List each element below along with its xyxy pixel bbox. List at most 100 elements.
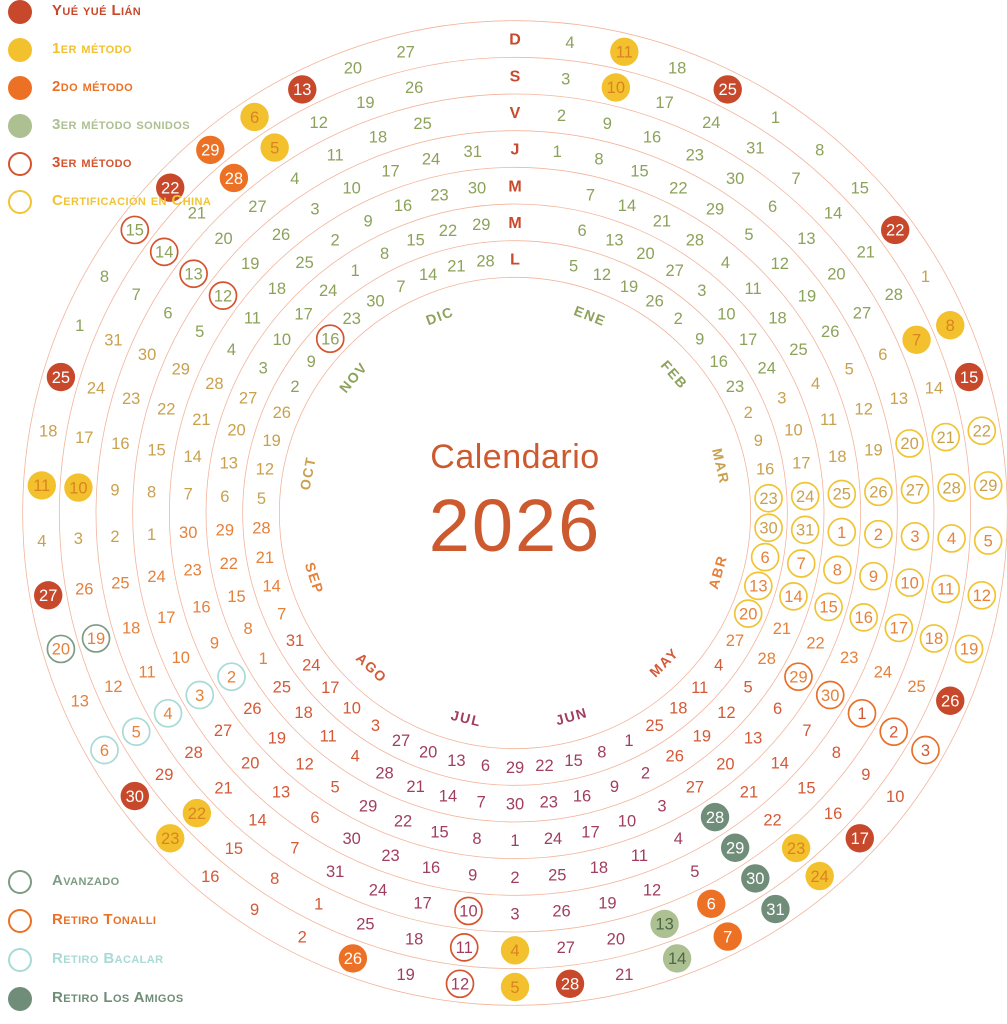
- calendar-day: 28: [252, 520, 270, 538]
- calendar-day: 31: [766, 901, 784, 919]
- calendar-day: 26: [344, 950, 362, 968]
- calendar-day: 31: [796, 522, 814, 540]
- month-label: MAR: [709, 447, 733, 486]
- event-day-marker: [315, 324, 345, 354]
- calendar-day: 12: [771, 255, 789, 273]
- event-day-marker: [864, 477, 893, 507]
- event-day-marker: [179, 259, 208, 289]
- calendar-day: 30: [138, 346, 156, 364]
- calendar-day: 1: [771, 109, 780, 127]
- calendar-day: 17: [381, 163, 399, 181]
- calendar-day: 14: [155, 244, 173, 262]
- calendar-day: 18: [768, 309, 786, 327]
- category-dot-icon: [8, 909, 32, 933]
- calendar-day: 23: [430, 186, 448, 204]
- calendar-day: 28: [942, 479, 960, 497]
- calendar-day: 29: [979, 477, 997, 495]
- event-day-marker: [555, 969, 585, 998]
- calendar-day: 24: [758, 359, 776, 377]
- event-day-marker: [761, 894, 790, 924]
- calendar-day: 9: [210, 634, 219, 652]
- calendar-day: 3: [371, 717, 380, 735]
- legend-item-3er-metodo-sonidos: 3er método sonidos: [8, 114, 211, 138]
- legend-item-retiro-tonalli: Retiro Tonalli: [8, 909, 184, 933]
- calendar-day: 7: [912, 332, 921, 350]
- calendar-day: 25: [273, 678, 291, 696]
- calendar-day: 24: [544, 830, 562, 848]
- calendar-day: 6: [163, 304, 172, 322]
- calendar-day: 12: [451, 976, 469, 994]
- event-day-marker: [182, 798, 212, 828]
- calendar-day: 13: [890, 390, 908, 408]
- calendar-day: 4: [947, 530, 956, 548]
- month-label: MAY: [646, 645, 682, 681]
- calendar-day: 26: [272, 226, 290, 244]
- title-year: 2026: [428, 484, 602, 567]
- calendar-day: 18: [294, 704, 312, 722]
- calendar-day: 7: [396, 278, 405, 296]
- calendar-day: 15: [225, 840, 243, 858]
- calendar-day: 19: [960, 641, 978, 659]
- calendar-day: 12: [104, 678, 122, 696]
- calendar-day: 25: [111, 574, 129, 592]
- calendar-day: 9: [695, 330, 704, 348]
- calendar-day: 27: [557, 939, 575, 957]
- calendar-day: 14: [439, 788, 457, 806]
- ring-line: [95, 93, 935, 933]
- calendar-day: 16: [111, 435, 129, 453]
- title-calendario: Calendario: [430, 438, 600, 476]
- event-day-marker: [445, 969, 475, 999]
- calendar-day: 29: [789, 668, 807, 686]
- event-day-marker: [46, 362, 76, 392]
- calendar-day: 26: [666, 748, 684, 766]
- calendar-day: 10: [343, 699, 361, 717]
- calendar-day: 11: [320, 727, 337, 745]
- calendar-day: 11: [937, 581, 954, 599]
- calendar-day: 3: [195, 687, 204, 705]
- month-label: OCT: [297, 455, 319, 491]
- event-day-marker: [601, 73, 631, 102]
- calendar-day: 17: [792, 454, 810, 472]
- calendar-day: 2: [227, 668, 236, 686]
- calendar-day: 9: [363, 212, 372, 230]
- calendar-day: 21: [192, 411, 210, 429]
- event-day-marker: [919, 624, 949, 653]
- calendar-day: 16: [824, 805, 842, 823]
- legend-label: Retiro Bacalar: [52, 950, 164, 967]
- event-day-marker: [185, 680, 215, 710]
- calendar-day: 5: [195, 323, 204, 341]
- calendar-day: 11: [327, 147, 344, 165]
- calendar-day: 28: [375, 765, 393, 783]
- event-day-marker: [662, 944, 692, 973]
- weekday-label: D: [509, 32, 521, 49]
- calendar-day: 22: [161, 179, 179, 197]
- category-dot-icon: [8, 987, 32, 1011]
- event-day-marker: [881, 215, 910, 245]
- category-dot-icon: [8, 76, 32, 100]
- event-day-marker: [879, 717, 909, 747]
- calendar-day: 26: [273, 404, 291, 422]
- calendar-day: 7: [723, 928, 732, 946]
- calendar-day: 12: [295, 756, 313, 774]
- calendar-day: 8: [594, 151, 603, 169]
- calendar-day: 4: [163, 705, 172, 723]
- calendar-day: 22: [806, 634, 824, 652]
- calendar-day: 5: [331, 778, 340, 796]
- calendar-day: 30: [506, 795, 524, 813]
- month-label: FEB: [658, 357, 691, 392]
- calendar-day: 13: [220, 454, 238, 472]
- calendar-day: 24: [874, 663, 892, 681]
- calendar-day: 16: [192, 599, 210, 617]
- calendar-day: 8: [833, 562, 842, 580]
- category-dot-icon: [8, 114, 32, 138]
- event-day-marker: [27, 471, 56, 500]
- event-day-marker: [859, 561, 888, 591]
- calendar-day: 29: [155, 766, 173, 784]
- event-day-marker: [973, 526, 1003, 555]
- calendar-day: 21: [937, 429, 955, 447]
- calendar-day: 18: [369, 128, 387, 146]
- calendar-day: 28: [686, 231, 704, 249]
- calendar-day: 13: [605, 232, 623, 250]
- calendar-day: 20: [52, 641, 70, 659]
- calendar-day: 12: [593, 266, 611, 284]
